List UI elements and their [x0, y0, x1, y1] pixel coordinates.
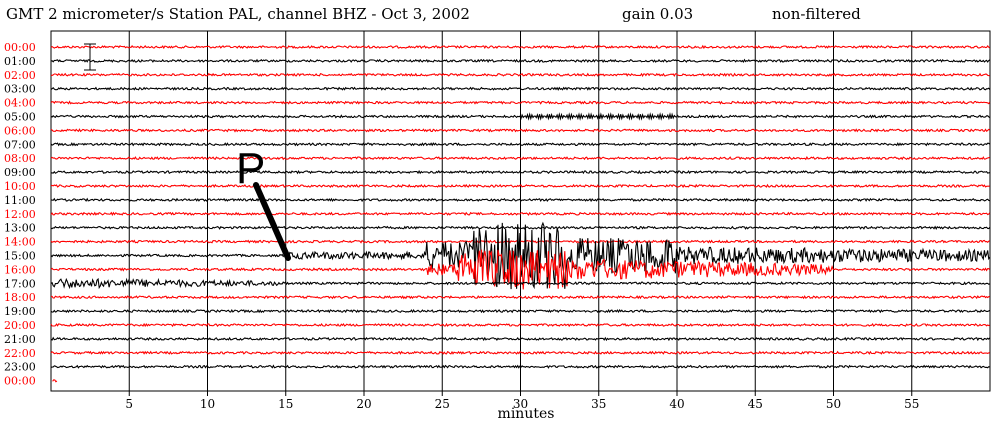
hour-label: 11:00 — [4, 194, 36, 207]
x-tick-label: 25 — [435, 397, 450, 411]
trace-line — [50, 86, 991, 91]
trace-line — [50, 364, 990, 369]
hour-label: 07:00 — [4, 138, 36, 151]
x-axis-ticks: 5 10 15 20 25 30 35 40 45 50 55 — [125, 391, 919, 411]
hour-label: 18:00 — [4, 291, 36, 304]
hour-label: 08:00 — [4, 152, 36, 165]
hour-label: 12:00 — [4, 208, 36, 221]
gain-label: gain 0.03 — [622, 5, 694, 23]
hour-label: 09:00 — [4, 166, 36, 179]
x-tick-label: 55 — [904, 397, 919, 411]
x-axis-label: minutes — [498, 406, 555, 422]
hour-label: 06:00 — [4, 124, 36, 137]
trace-line — [50, 112, 991, 121]
trace-line — [50, 100, 991, 105]
amplitude-scale-bar — [84, 43, 96, 71]
trace-line — [52, 379, 58, 383]
trace-line — [50, 142, 991, 147]
hour-label: 16:00 — [4, 263, 36, 276]
hour-label: 14:00 — [4, 236, 36, 249]
x-tick-label: 15 — [278, 397, 293, 411]
grid-lines — [128, 31, 913, 391]
x-tick-label: 45 — [748, 397, 763, 411]
hour-label: 23:00 — [4, 361, 36, 374]
trace-line — [50, 211, 991, 217]
filter-label: non-filtered — [772, 5, 861, 23]
hour-label: 02:00 — [4, 69, 36, 82]
trace-line — [50, 350, 990, 355]
hour-label: 03:00 — [4, 83, 36, 96]
trace-line — [51, 295, 990, 300]
hour-label: 04:00 — [4, 97, 36, 110]
hour-label: 01:00 — [4, 55, 36, 68]
trace-line — [50, 336, 991, 342]
trace-line — [50, 155, 990, 161]
station-title: GMT 2 micrometer/s Station PAL, channel … — [6, 5, 470, 23]
x-tick-label: 40 — [669, 397, 684, 411]
hour-label: 20:00 — [4, 319, 36, 332]
trace-line — [50, 249, 991, 290]
trace-line — [50, 72, 990, 78]
x-tick-label: 30 — [513, 397, 528, 411]
hour-label: 21:00 — [4, 333, 36, 346]
hour-label: 10:00 — [4, 180, 36, 193]
trace-line — [50, 277, 990, 290]
hour-label: 17:00 — [4, 277, 36, 290]
trace-line — [50, 197, 990, 203]
x-tick-label: 50 — [826, 397, 841, 411]
x-tick-label: 20 — [356, 397, 371, 411]
trace-line — [50, 322, 990, 328]
hour-label: 00:00 — [4, 41, 36, 54]
p-wave-label: P — [236, 144, 265, 193]
p-wave-annotation: P — [236, 144, 291, 261]
hour-label: 15:00 — [4, 250, 36, 263]
trace-line — [50, 183, 990, 189]
hour-label: 00:00 — [4, 375, 36, 388]
trace-line — [50, 169, 990, 175]
hour-labels: 00:0001:0002:0003:0004:0005:0006:0007:00… — [4, 41, 36, 388]
hour-label: 19:00 — [4, 305, 36, 318]
trace-line — [50, 58, 991, 64]
x-tick-label: 35 — [591, 397, 606, 411]
hour-label: 13:00 — [4, 222, 36, 235]
trace-line — [50, 44, 991, 50]
trace-line — [50, 128, 990, 133]
p-wave-pointer — [253, 182, 291, 261]
x-tick-label: 10 — [200, 397, 215, 411]
x-tick-label: 5 — [125, 397, 133, 411]
trace-line — [50, 308, 991, 314]
chart-header: GMT 2 micrometer/s Station PAL, channel … — [0, 0, 1000, 26]
hour-label: 22:00 — [4, 347, 36, 360]
hour-label: 05:00 — [4, 111, 36, 124]
trace-line — [50, 225, 991, 230]
seismic-traces — [50, 44, 991, 383]
trace-line — [50, 221, 991, 290]
